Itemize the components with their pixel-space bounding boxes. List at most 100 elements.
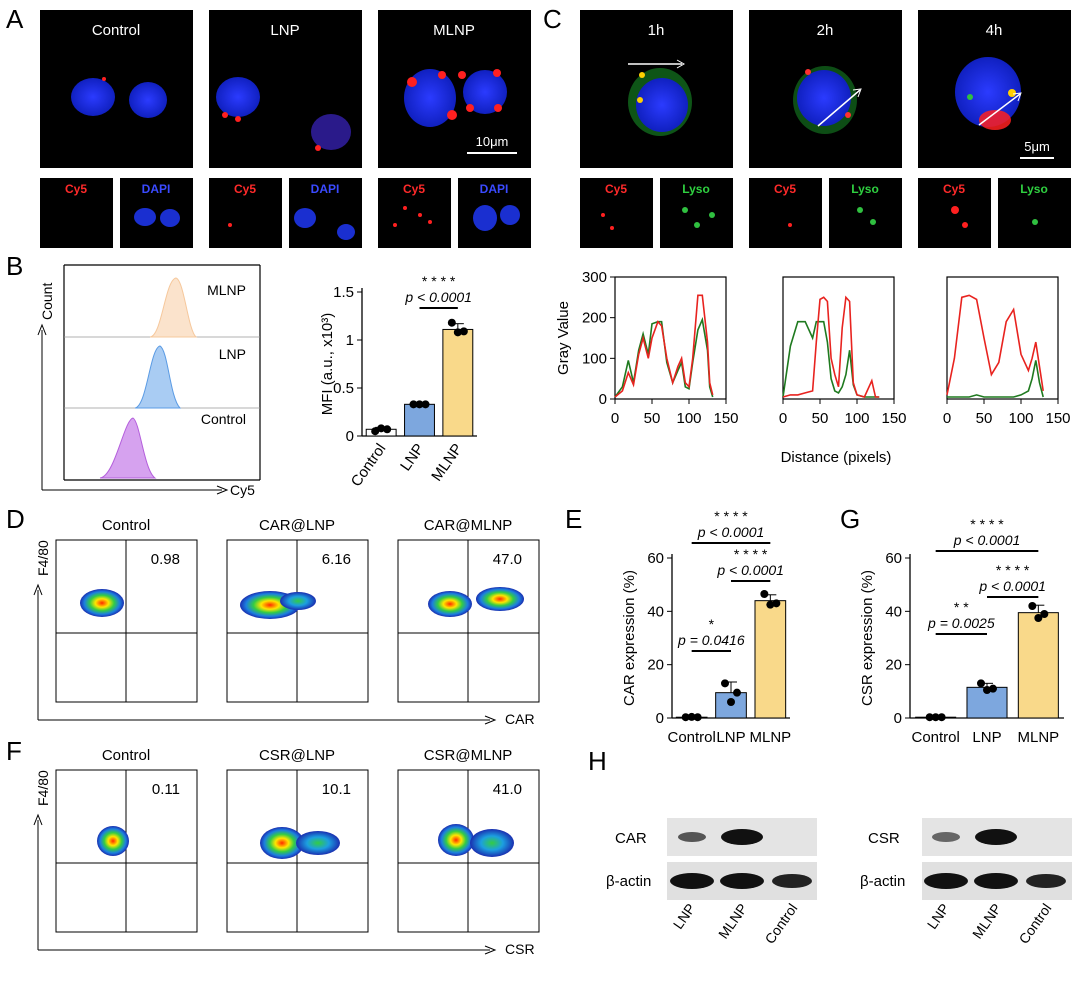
data-point: [772, 599, 781, 608]
panel-label-d: D: [6, 504, 25, 534]
p-value: p = 0.0416: [677, 632, 745, 648]
profile-line-1h-lyso: [614, 316, 714, 398]
data-point: [727, 698, 735, 706]
lyso-spot: [1032, 219, 1038, 225]
cy5-spot: [418, 213, 422, 217]
data-point: [983, 686, 991, 694]
population: [80, 589, 124, 617]
b-histogram: MLNP LNP Control Count Cy5: [37, 264, 261, 498]
a-scale-label: 10μm: [476, 134, 509, 149]
data-point: [421, 400, 430, 409]
h-car-protein: CAR: [615, 830, 647, 847]
profile-line-4h-cy5: [946, 294, 1044, 396]
cy5-channel: [378, 178, 451, 248]
d-label-control: Control: [102, 517, 150, 534]
cy5-spot: [407, 77, 417, 87]
hist-peak-lnp: [134, 345, 182, 409]
nucleus: [500, 205, 520, 225]
profile-line: [978, 93, 1021, 126]
h-lane: LNP: [924, 901, 953, 932]
data-point: [415, 400, 424, 409]
cy5-spot: [403, 206, 407, 210]
y-tick-label: 40: [647, 603, 664, 620]
band: [670, 873, 714, 889]
lyso-spot: [694, 222, 700, 228]
nucleus: [797, 70, 851, 126]
y-axis-label: Gray Value: [555, 301, 572, 375]
cy5-label: Cy5: [234, 182, 256, 196]
profile-frame: [614, 276, 727, 400]
nucleus: [404, 69, 456, 127]
band: [932, 832, 960, 842]
significance-stars: * * * *: [970, 516, 1004, 532]
h-car-control: β-actin: [606, 873, 651, 890]
d-label-car-lnp: CAR@LNP: [259, 517, 335, 534]
lyso-spot: [857, 207, 863, 213]
cy5-spot: [493, 69, 501, 77]
profile-frame: [782, 276, 895, 400]
data-point: [733, 688, 741, 697]
lyso-channel: [660, 178, 733, 248]
f-value-control: 0.11: [152, 781, 180, 798]
band: [974, 873, 1018, 889]
y-axis-label: MFI (a.u., x10³): [319, 313, 336, 416]
x-tick-label: MLNP: [749, 729, 791, 746]
lyso-label: Lyso: [1020, 182, 1048, 196]
y-axis-label: CAR expression (%): [621, 570, 638, 706]
p-value: p < 0.0001: [697, 524, 765, 540]
p-value: p < 0.0001: [404, 289, 472, 305]
h-csr-control: β-actin: [860, 873, 905, 890]
significance-stars: *: [709, 616, 715, 632]
lyso-channel: [998, 178, 1071, 248]
cy5-spot: [222, 112, 228, 118]
band: [975, 829, 1017, 845]
track-label-lnp: LNP: [219, 346, 246, 362]
profile-line: [817, 89, 861, 127]
nucleus: [473, 205, 497, 231]
cy5-channel: [580, 178, 653, 248]
data-point: [760, 590, 769, 598]
lyso-channel: [829, 178, 902, 248]
significance-stars: * *: [954, 599, 969, 615]
cy5-spot: [805, 69, 811, 75]
f-value-csr-mlnp: 41.0: [493, 781, 522, 798]
arrow-head: [676, 59, 686, 69]
band: [678, 832, 706, 842]
nucleus: [311, 114, 351, 150]
cy5-spot: [102, 77, 106, 81]
h-lane: MLNP: [969, 901, 1004, 942]
x-tick-label: 50: [644, 410, 661, 427]
colocalized-spot: [639, 72, 645, 78]
population: [428, 591, 472, 617]
data-point: [693, 713, 702, 722]
band: [924, 873, 968, 889]
cy5-spot: [315, 145, 321, 151]
hist-peak-control: [99, 417, 157, 479]
cy5-label: Cy5: [403, 182, 425, 196]
nucleus: [636, 78, 688, 132]
nucleus: [160, 209, 180, 227]
nucleus: [129, 82, 167, 118]
x-tick-label: LNP: [397, 441, 428, 475]
data-point: [766, 600, 775, 609]
data-point: [377, 424, 386, 433]
c-scale-label: 5μm: [1024, 139, 1050, 154]
panel-c-images: 1h 2h 4h 5μm Cy5 Lyso Cy5 Lyso Cy5 Lys: [580, 10, 1071, 248]
data-point: [409, 400, 418, 409]
d-label-car-mlnp: CAR@MLNP: [424, 517, 513, 534]
y-axis-label: CSR expression (%): [859, 570, 876, 706]
panel-label-c: C: [543, 4, 562, 34]
hist-peak-mlnp: [149, 277, 198, 338]
h-lane: Control: [1015, 901, 1054, 947]
data-point: [1040, 610, 1049, 618]
c-label-4h: 4h: [986, 22, 1003, 39]
h-lane: LNP: [670, 901, 699, 932]
data-point: [459, 327, 468, 336]
x-tick-label: 100: [1008, 410, 1033, 427]
band: [1026, 874, 1066, 888]
y-tick-label: 20: [885, 657, 902, 674]
nucleus: [216, 77, 260, 117]
x-tick-label: 150: [881, 410, 906, 427]
data-point: [931, 713, 940, 722]
